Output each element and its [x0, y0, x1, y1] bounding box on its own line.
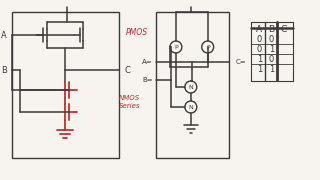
Bar — [156, 12, 228, 158]
Text: NMOS: NMOS — [119, 95, 140, 101]
Text: 0: 0 — [269, 55, 274, 64]
Text: A: A — [1, 30, 7, 39]
Text: 1: 1 — [257, 64, 262, 73]
Text: B: B — [1, 66, 7, 75]
Text: A=: A= — [142, 59, 153, 65]
Text: N: N — [188, 105, 193, 109]
Text: C: C — [280, 25, 286, 34]
Text: 1: 1 — [257, 55, 262, 64]
Text: 1: 1 — [269, 44, 274, 53]
Text: A: A — [256, 25, 262, 34]
Text: 0: 0 — [269, 35, 274, 44]
Text: N: N — [188, 84, 193, 89]
Text: 0: 0 — [257, 35, 262, 44]
Text: 0: 0 — [257, 44, 262, 53]
Text: P: P — [174, 44, 178, 50]
Text: Series: Series — [119, 103, 141, 109]
Text: C=: C= — [236, 59, 246, 65]
Bar — [12, 12, 119, 158]
Text: 1: 1 — [269, 64, 274, 73]
Text: B: B — [268, 25, 274, 34]
Text: P: P — [206, 44, 210, 50]
Text: PMOS: PMOS — [126, 28, 148, 37]
Text: B=: B= — [142, 77, 153, 83]
Text: C: C — [124, 66, 130, 75]
